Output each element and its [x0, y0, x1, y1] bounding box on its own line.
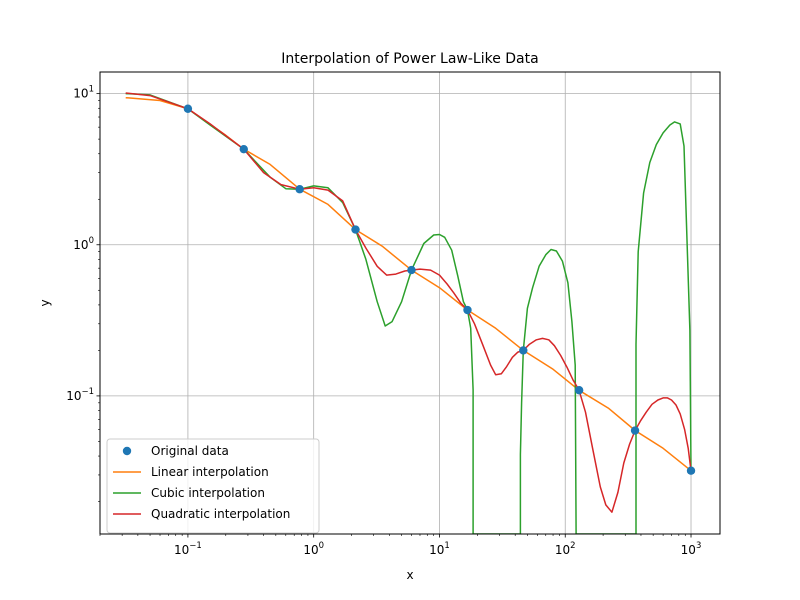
- y-axis-label: y: [38, 299, 52, 306]
- original-data-point: [686, 466, 696, 475]
- x-tick-base: 10: [429, 543, 444, 557]
- x-tick-exponent: 1: [444, 541, 449, 551]
- x-tick-base: 10: [303, 543, 318, 557]
- x-tick-label: 102: [555, 541, 576, 557]
- legend-label: Original data: [151, 444, 229, 458]
- y-tick-base: 10: [73, 238, 88, 252]
- x-tick-exponent: 2: [570, 541, 575, 551]
- legend-marker: [122, 446, 132, 456]
- legend-label: Linear interpolation: [151, 465, 269, 479]
- x-tick-label: 100: [303, 541, 324, 557]
- original-data-point: [407, 265, 416, 275]
- axes-frame: [99, 71, 721, 535]
- y-tick-label: 100: [73, 236, 94, 252]
- legend-label: Quadratic interpolation: [151, 507, 290, 521]
- y-tick-exponent: 0: [89, 236, 94, 246]
- y-tick-label: 101: [73, 85, 94, 101]
- legend-label: Cubic interpolation: [151, 486, 265, 500]
- original-data-point: [351, 225, 360, 234]
- original-data-point: [295, 185, 304, 194]
- legend: Original data Linear interpolation Cubic i…: [106, 438, 320, 534]
- cubic-interpolation-line: [125, 92, 692, 534]
- x-axis-label: x: [406, 568, 413, 582]
- x-tick-label: 101: [429, 541, 450, 557]
- x-tick-exponent: 0: [319, 541, 324, 551]
- y-tick-label: 10−1: [66, 387, 94, 403]
- quadratic-interpolation-line: [125, 92, 692, 513]
- original-data-point: [574, 386, 584, 395]
- x-tick-exponent: −1: [189, 541, 202, 551]
- y-tick-exponent: 1: [89, 85, 94, 95]
- y-tick-exponent: −1: [81, 387, 94, 397]
- x-tick-label: 10−1: [174, 541, 202, 557]
- y-tick-base: 10: [73, 87, 88, 101]
- x-tick-base: 10: [681, 543, 696, 557]
- original-data-point: [630, 426, 640, 435]
- original-data-point: [519, 346, 528, 355]
- x-tick-exponent: 3: [696, 541, 701, 551]
- x-tick-label: 103: [681, 541, 702, 557]
- x-tick-base: 10: [174, 543, 189, 557]
- original-data-point: [183, 104, 193, 113]
- y-tick-base: 10: [66, 389, 81, 403]
- original-data-point: [463, 305, 472, 315]
- original-data-point: [239, 144, 248, 154]
- x-tick-base: 10: [555, 543, 570, 557]
- legend-box: [106, 438, 320, 534]
- grid-lines: [100, 72, 720, 534]
- series-layer: [125, 92, 696, 534]
- chart-title: Interpolation of Power Law-Like Data: [281, 51, 538, 67]
